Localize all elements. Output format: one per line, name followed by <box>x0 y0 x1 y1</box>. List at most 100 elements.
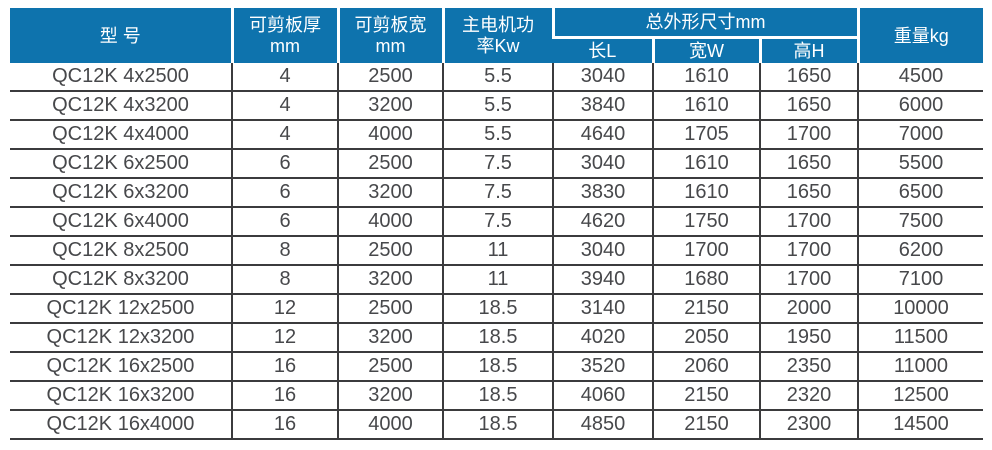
table-row: QC12K 8x2500 8 2500 11 3040 1700 1700 6200 <box>10 236 983 267</box>
header-row-top: 型 号 可剪板厚 mm 可剪板宽 mm 主电机功 率Kw 总外形尺寸mm <box>10 8 983 64</box>
cell-dim-width: 1610 <box>652 178 760 209</box>
cell-dim-length: 4020 <box>552 323 653 354</box>
cell-cut-thickness: 16 <box>231 381 338 412</box>
cell-model: QC12K 8x2500 <box>10 236 232 267</box>
cell-weight: 10000 <box>857 294 983 325</box>
cell-cut-width: 3200 <box>337 323 443 354</box>
cell-weight: 6000 <box>857 91 983 122</box>
cell-cut-thickness: 12 <box>231 323 338 354</box>
spec-table-container: 型 号 可剪板厚 mm 可剪板宽 mm 主电机功 率Kw 总外形尺寸mm <box>10 8 983 441</box>
cell-dim-width: 1610 <box>652 149 760 180</box>
cell-weight: 7100 <box>857 265 983 296</box>
cell-dim-width: 2150 <box>652 294 760 325</box>
cell-dim-length: 3840 <box>552 91 653 122</box>
header-dim-height: 高H <box>758 36 858 64</box>
cell-cut-thickness: 4 <box>231 91 338 122</box>
cell-weight: 5500 <box>857 149 983 180</box>
header-cut-width: 可剪板宽 mm <box>336 8 443 64</box>
table-row: QC12K 16x4000 16 4000 18.5 4850 2150 2300 14500 <box>10 410 983 441</box>
header-model: 型 号 <box>10 8 232 64</box>
cell-dim-height: 1700 <box>759 236 858 267</box>
cell-dim-width: 2150 <box>652 410 760 441</box>
table-row: QC12K 12x3200 12 3200 18.5 4020 2050 1950 11500 <box>10 323 983 354</box>
cell-model: QC12K 8x3200 <box>10 265 232 296</box>
cell-cut-width: 2500 <box>337 236 443 267</box>
cell-motor-power: 18.5 <box>442 294 553 325</box>
table-row: QC12K 16x2500 16 2500 18.5 3520 2060 2350 11000 <box>10 352 983 383</box>
cell-cut-thickness: 6 <box>231 149 338 180</box>
cell-model: QC12K 6x4000 <box>10 207 232 238</box>
cell-model: QC12K 16x4000 <box>10 410 232 441</box>
header-model-label: 型 号 <box>99 25 141 46</box>
cell-dim-length: 3040 <box>552 236 653 267</box>
cell-dim-length: 4640 <box>552 120 653 151</box>
cell-cut-thickness: 8 <box>231 265 338 296</box>
cell-motor-power: 18.5 <box>442 352 553 383</box>
cell-dim-width: 2050 <box>652 323 760 354</box>
cell-cut-width: 3200 <box>337 381 443 412</box>
cell-model: QC12K 16x2500 <box>10 352 232 383</box>
cell-dim-height: 1650 <box>759 91 858 122</box>
table-row: QC12K 12x2500 12 2500 18.5 3140 2150 2000 10000 <box>10 294 983 325</box>
cell-motor-power: 5.5 <box>442 91 553 122</box>
cell-cut-thickness: 6 <box>231 207 338 238</box>
cell-model: QC12K 4x4000 <box>10 120 232 151</box>
header-cut-thickness-unit: mm <box>270 35 300 56</box>
header-motor-power-label-line1: 主电机功 <box>462 15 534 36</box>
cell-motor-power: 5.5 <box>442 120 553 151</box>
table-body: QC12K 4x2500 4 2500 5.5 3040 1610 1650 4500 QC12… <box>10 63 983 441</box>
cell-motor-power: 11 <box>442 265 553 296</box>
cell-model: QC12K 12x2500 <box>10 294 232 325</box>
cell-dim-width: 1610 <box>652 63 760 93</box>
table-row: QC12K 4x2500 4 2500 5.5 3040 1610 1650 4500 <box>10 63 983 93</box>
cell-dim-length: 3040 <box>552 63 653 93</box>
cell-motor-power: 5.5 <box>442 63 553 93</box>
cell-dim-height: 1650 <box>759 178 858 209</box>
cell-dim-height: 1700 <box>759 120 858 151</box>
header-motor-power-label-line2: 率Kw <box>476 35 520 56</box>
cell-weight: 11000 <box>857 352 983 383</box>
header-dim-length: 长L <box>553 36 653 64</box>
header-dim-width: 宽W <box>651 36 760 64</box>
cell-dim-width: 2060 <box>652 352 760 383</box>
cell-weight: 7000 <box>857 120 983 151</box>
cell-dim-length: 4060 <box>552 381 653 412</box>
cell-dim-height: 1650 <box>759 149 858 180</box>
header-row-sub: 长L 宽W 高H <box>10 36 983 64</box>
header-weight: 重量kg <box>856 8 983 64</box>
cell-cut-thickness: 8 <box>231 236 338 267</box>
cell-dim-length: 3940 <box>552 265 653 296</box>
cell-motor-power: 18.5 <box>442 323 553 354</box>
cell-motor-power: 7.5 <box>442 178 553 209</box>
cell-dim-width: 1700 <box>652 236 760 267</box>
cell-weight: 12500 <box>857 381 983 412</box>
cell-cut-width: 3200 <box>337 265 443 296</box>
cell-dim-height: 1950 <box>759 323 858 354</box>
table-row: QC12K 6x4000 6 4000 7.5 4620 1750 1700 7500 <box>10 207 983 238</box>
cell-cut-thickness: 16 <box>231 410 338 441</box>
cell-dim-height: 1700 <box>759 265 858 296</box>
cell-dim-width: 1610 <box>652 91 760 122</box>
table-row: QC12K 4x4000 4 4000 5.5 4640 1705 1700 7000 <box>10 120 983 151</box>
header-cut-width-label: 可剪板宽 <box>354 15 427 36</box>
cell-cut-width: 2500 <box>337 149 443 180</box>
cell-cut-thickness: 12 <box>231 294 338 325</box>
cell-dim-length: 3830 <box>552 178 653 209</box>
cell-cut-width: 2500 <box>337 63 443 93</box>
cell-motor-power: 7.5 <box>442 207 553 238</box>
header-overall-dimensions-group: 总外形尺寸mm <box>551 8 858 38</box>
cell-model: QC12K 12x3200 <box>10 323 232 354</box>
cell-model: QC12K 16x3200 <box>10 381 232 412</box>
cell-dim-length: 3520 <box>552 352 653 383</box>
header-cut-thickness-label: 可剪板厚 <box>249 15 321 36</box>
cell-dim-width: 1750 <box>652 207 760 238</box>
cell-dim-width: 2150 <box>652 381 760 412</box>
cell-cut-width: 4000 <box>337 120 443 151</box>
cell-cut-thickness: 16 <box>231 352 338 383</box>
cell-motor-power: 18.5 <box>442 410 553 441</box>
header-cut-thickness: 可剪板厚 mm <box>230 8 338 64</box>
table-row: QC12K 16x3200 16 3200 18.5 4060 2150 2320 12500 <box>10 381 983 412</box>
header-cut-width-unit: mm <box>375 35 406 56</box>
cell-dim-length: 4850 <box>552 410 653 441</box>
cell-dim-length: 3140 <box>552 294 653 325</box>
